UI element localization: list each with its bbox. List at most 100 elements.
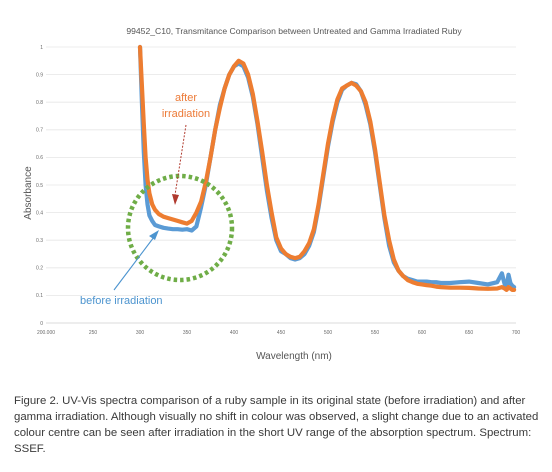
- data-point-irradiated: [284, 252, 288, 256]
- data-point-irradiated: [448, 286, 452, 290]
- data-point-irradiated: [396, 269, 401, 273]
- figure-chart: 99452_C10, Transmitance Comparison betwe…: [23, 26, 521, 362]
- annotation-after-arrowhead: [172, 194, 179, 205]
- data-point-irradiated: [260, 150, 264, 154]
- data-point-irradiated: [387, 238, 391, 242]
- y-tick-label: 0.7: [36, 128, 43, 134]
- data-point-irradiated: [270, 211, 274, 215]
- data-point-irradiated: [331, 117, 335, 121]
- data-point-irradiated: [190, 219, 194, 223]
- data-point-irradiated: [500, 285, 504, 289]
- data-point-irradiated: [180, 220, 184, 224]
- data-point-irradiated: [204, 180, 208, 184]
- data-point-irradiated: [378, 180, 382, 184]
- chart-title: 99452_C10, Transmitance Comparison betwe…: [126, 26, 462, 36]
- annotation-before-arrowhead: [149, 230, 159, 240]
- data-point-untreated: [161, 226, 166, 230]
- data-point-irradiated: [349, 81, 354, 85]
- data-point-untreated: [486, 282, 490, 286]
- data-point-untreated: [147, 213, 151, 217]
- x-tick-label: 700: [512, 330, 521, 336]
- data-point-irradiated: [161, 215, 166, 219]
- data-point-irradiated: [293, 256, 297, 260]
- data-point-irradiated: [185, 222, 189, 226]
- data-point-untreated: [506, 273, 511, 277]
- data-point-irradiated: [373, 147, 377, 151]
- data-point-irradiated: [317, 202, 321, 206]
- x-tick-label: 200.000: [37, 330, 55, 336]
- x-tick-label: 550: [371, 330, 380, 336]
- data-point-irradiated: [142, 122, 146, 126]
- data-point-irradiated: [176, 219, 180, 223]
- data-point-irradiated: [265, 183, 269, 187]
- x-axis-title: Wavelength (nm): [256, 351, 332, 362]
- x-tick-label: 400: [230, 330, 239, 336]
- data-point-irradiated: [326, 142, 330, 146]
- data-point-irradiated: [401, 274, 405, 278]
- uv-vis-spectrum-chart: 99452_C10, Transmitance Comparison betwe…: [23, 26, 521, 362]
- data-point-irradiated: [232, 64, 236, 68]
- series-line-untreated: [137, 44, 517, 290]
- data-point-irradiated: [241, 62, 245, 66]
- data-point-irradiated: [425, 283, 429, 287]
- data-point-irradiated: [138, 45, 142, 49]
- data-point-untreated: [157, 224, 161, 228]
- data-point-irradiated: [354, 84, 358, 88]
- data-point-irradiated: [279, 246, 283, 251]
- y-tick-label: 0.9: [36, 72, 43, 78]
- data-point-untreated: [495, 280, 499, 284]
- data-point-irradiated: [382, 213, 386, 217]
- data-point-irradiated: [359, 89, 363, 93]
- data-point-irradiated: [140, 84, 144, 88]
- data-point-untreated: [176, 227, 180, 231]
- annotation-before-arrow: [113, 236, 155, 291]
- data-point-untreated: [508, 281, 512, 285]
- data-point-irradiated: [237, 59, 241, 63]
- y-tick-label: 0.4: [36, 210, 43, 216]
- annotations: after irradiation before irradiation: [80, 92, 235, 307]
- data-point-irradiated: [495, 286, 499, 291]
- data-point-irradiated: [298, 255, 302, 259]
- data-point-irradiated: [208, 155, 213, 159]
- x-tick-label: 650: [465, 330, 474, 336]
- data-point-irradiated: [166, 216, 170, 220]
- x-tick-label: 250: [89, 330, 98, 336]
- data-point-untreated: [171, 227, 175, 231]
- data-point-irradiated: [434, 285, 438, 289]
- annotation-after-arrow: [174, 124, 187, 196]
- data-point-untreated: [476, 281, 480, 285]
- data-point-irradiated: [312, 227, 316, 231]
- data-point-irradiated: [288, 255, 292, 259]
- data-point-irradiated: [486, 287, 490, 291]
- data-point-irradiated: [194, 211, 198, 215]
- data-point-irradiated: [392, 257, 396, 262]
- data-point-irradiated: [199, 200, 203, 204]
- data-point-irradiated: [467, 286, 471, 290]
- data-point-untreated: [434, 280, 438, 284]
- y-tick-label: 1: [40, 45, 43, 51]
- data-point-untreated: [458, 280, 462, 284]
- data-point-irradiated: [364, 100, 368, 104]
- series-line-irradiated: [137, 44, 517, 292]
- data-point-irradiated: [411, 280, 415, 284]
- series-lines: [137, 44, 517, 292]
- data-point-irradiated: [223, 86, 227, 90]
- data-point-untreated: [180, 228, 184, 232]
- data-point-irradiated: [213, 128, 217, 132]
- y-tick-label: 0.6: [36, 155, 43, 161]
- data-point-irradiated: [505, 288, 509, 292]
- data-point-irradiated: [251, 92, 255, 96]
- data-point-irradiated: [512, 288, 516, 292]
- gridlines: [46, 46, 516, 324]
- data-point-irradiated: [335, 97, 339, 101]
- data-point-irradiated: [368, 119, 372, 124]
- data-point-irradiated: [429, 284, 433, 288]
- annotation-circle: [125, 173, 235, 283]
- data-point-irradiated: [302, 249, 307, 253]
- data-point-irradiated: [476, 286, 480, 291]
- x-tick-label: 450: [277, 330, 286, 336]
- x-tick-label: 600: [418, 330, 427, 336]
- data-point-irradiated: [255, 119, 260, 124]
- data-point-untreated: [500, 271, 504, 275]
- x-tick-label: 300: [136, 330, 145, 336]
